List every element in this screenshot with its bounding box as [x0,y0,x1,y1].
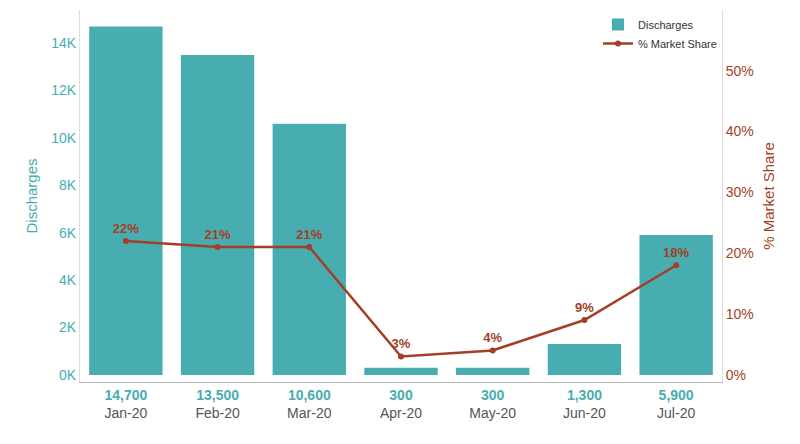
svg-text:6K: 6K [59,225,77,241]
svg-text:50%: 50% [726,63,754,79]
svg-text:4K: 4K [59,272,77,288]
svg-text:13,500Feb-20: 13,500Feb-20 [195,387,240,421]
svg-text:1,300Jun-20: 1,300Jun-20 [563,387,606,421]
svg-text:21%: 21% [205,227,231,242]
svg-text:12K: 12K [51,82,77,98]
svg-text:3%: 3% [392,336,411,351]
svg-text:40%: 40% [726,123,754,139]
svg-text:0%: 0% [726,367,746,383]
svg-text:8K: 8K [59,177,77,193]
svg-text:2K: 2K [59,319,77,335]
svg-text:20%: 20% [726,245,754,261]
svg-text:% Market Share: % Market Share [638,38,717,50]
svg-text:300May-20: 300May-20 [469,387,516,421]
svg-text:300Apr-20: 300Apr-20 [380,387,422,421]
svg-text:% Market Share: % Market Share [760,142,777,250]
svg-text:5,900Jul-20: 5,900Jul-20 [657,387,695,421]
svg-text:Discharges: Discharges [23,158,40,233]
svg-text:22%: 22% [113,221,139,236]
svg-text:21%: 21% [296,227,322,242]
svg-text:10K: 10K [51,130,77,146]
svg-text:30%: 30% [726,184,754,200]
svg-text:9%: 9% [575,300,594,315]
svg-text:4%: 4% [483,330,502,345]
svg-text:18%: 18% [663,245,689,260]
svg-text:0K: 0K [59,367,77,383]
svg-text:14K: 14K [51,35,77,51]
svg-text:14,700Jan-20: 14,700Jan-20 [104,387,147,421]
svg-text:10%: 10% [726,306,754,322]
svg-text:Discharges: Discharges [638,19,694,31]
svg-text:10,600Mar-20: 10,600Mar-20 [287,387,332,421]
